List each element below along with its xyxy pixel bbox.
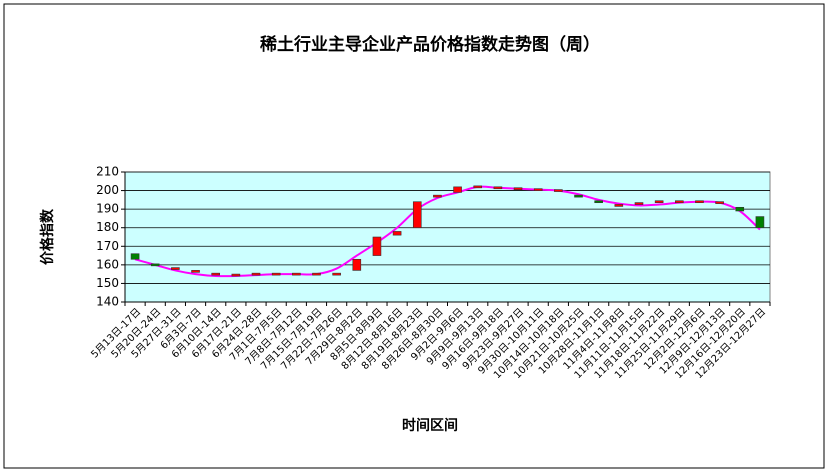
candle-body xyxy=(695,200,704,204)
y-tick-label: 170 xyxy=(96,239,119,253)
y-tick-label: 190 xyxy=(96,202,119,216)
candle-body xyxy=(574,194,583,198)
candle-body xyxy=(392,231,402,236)
candle-body xyxy=(191,270,200,273)
y-tick-label: 180 xyxy=(96,220,119,234)
candle-body xyxy=(674,200,684,204)
candle-body xyxy=(453,186,462,193)
y-tick-label: 200 xyxy=(96,183,119,197)
x-axis-title: 时间区间 xyxy=(402,417,458,434)
candle-body xyxy=(513,187,523,191)
candle-body xyxy=(554,189,563,192)
candle-body xyxy=(231,273,241,277)
candle-body xyxy=(372,236,382,256)
y-tick-label: 150 xyxy=(96,276,119,290)
candle-body xyxy=(292,272,301,276)
candle-body xyxy=(312,272,321,276)
candle-body xyxy=(171,267,180,270)
plot-area xyxy=(124,171,771,303)
candle-body xyxy=(211,272,221,276)
candle-body xyxy=(251,272,261,276)
y-tick-label: 210 xyxy=(96,165,119,179)
candle-body xyxy=(654,200,664,204)
y-axis-title: 价格指数 xyxy=(39,208,56,265)
chart-title: 稀土行业主导企业产品价格指数走势图（周） xyxy=(260,34,600,55)
candle-body xyxy=(271,272,281,276)
y-tick-label: 140 xyxy=(96,295,119,309)
candle-body xyxy=(735,206,745,212)
candle-body xyxy=(473,185,483,189)
candle-body xyxy=(130,253,140,260)
candle-body xyxy=(352,258,362,271)
candle-body xyxy=(412,201,422,229)
candle-body xyxy=(150,263,160,267)
candle-body xyxy=(533,188,543,191)
candle-body xyxy=(594,200,603,204)
candle-body xyxy=(634,202,644,205)
candle-body xyxy=(332,272,341,276)
candle-body xyxy=(433,194,442,198)
candle-body xyxy=(614,204,624,207)
candle-body xyxy=(493,186,503,190)
candle-body xyxy=(755,216,765,229)
candle-body xyxy=(715,201,724,204)
y-tick-label: 160 xyxy=(96,257,119,271)
